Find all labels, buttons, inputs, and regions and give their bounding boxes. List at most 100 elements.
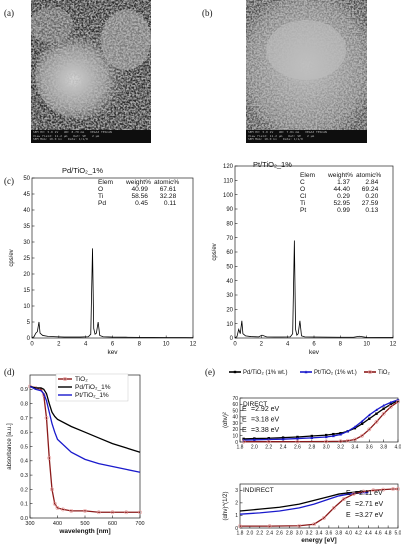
absorbance-legend-marker	[62, 376, 67, 381]
tauc_direct-y-tick-label: 50	[232, 408, 238, 414]
tauc_indirect-x-tick-label: 4.8	[385, 531, 392, 537]
eds_pt-y-tick-label: 40	[226, 279, 233, 285]
tauc_indirect-x-tick-label: 3.4	[316, 531, 323, 537]
tauc_indirect-x-tick-label: 1.8	[237, 531, 244, 537]
eds_pd-x-axis-label: kev	[107, 349, 118, 356]
tauc-legend-marker	[367, 369, 372, 374]
tauc_direct-series-line-2	[243, 401, 399, 443]
tauc_indirect-data-point	[391, 487, 395, 491]
tauc_indirect-x-tick-label: 4.0	[345, 531, 352, 537]
tauc_direct-data-point	[331, 434, 335, 438]
absorbance-y-tick-label: 0.7	[20, 416, 28, 422]
col-header-elem: Elem	[300, 172, 316, 179]
eds_pt-x-axis-label: kev	[309, 349, 320, 356]
tauc_direct-x-tick-label: 4.0	[395, 445, 401, 451]
absorbance-y-tick-label: 0.3	[20, 473, 28, 479]
absorbance-legend-label: Pt/TiO₂_1%	[75, 392, 109, 399]
eds_pd-x-tick-label: 0	[30, 342, 34, 348]
absorbance-data-point	[69, 508, 74, 513]
absorbance-data-point	[96, 510, 101, 515]
tauc_direct-data-point	[346, 429, 350, 433]
eds_pt-x-tick-label: 0	[233, 342, 237, 348]
eds_pd-y-tick-label: 35	[23, 224, 30, 230]
sem-image-a: SEM HV: 5.0 kV WD: 8.70 mm VEGA3 TESCAN Vi…	[31, 0, 151, 143]
eds_pt-x-tick-label: 8	[339, 342, 343, 348]
absorbance-data-point	[83, 508, 87, 513]
table-row: Pd 0.45 0.11	[98, 200, 177, 207]
absorbance-data-point	[55, 506, 60, 510]
tauc_indirect-data-point	[396, 487, 400, 491]
tauc_indirect-x-tick-label: 3.2	[306, 531, 313, 537]
absorbance-y-tick-label: 0.8	[20, 402, 28, 408]
tauc_indirect-data-point	[312, 522, 316, 527]
eds_pt-axes-frame	[234, 165, 394, 339]
eds_pt-y-tick-label: 90	[226, 207, 233, 213]
direct-bandgap-0-symbol: E	[242, 406, 247, 413]
eds-pt-title: Pt/TiO₂_1%	[253, 160, 292, 169]
tauc-legend-marker	[304, 370, 308, 374]
indirect-bandgap-0-symbol: E	[346, 490, 351, 497]
tauc_indirect-data-point	[267, 524, 272, 529]
tauc_direct-data-point	[296, 435, 299, 439]
direct-bandgap-2-value: =3.38 eV	[251, 427, 280, 434]
tauc_direct-x-tick-label: 3.2	[337, 445, 344, 451]
tauc_direct-x-tick-label: 2.8	[308, 445, 315, 451]
indirect-bandgap-0-value: =2.11 eV	[355, 490, 383, 497]
table-row: Pt 0.99 0.13	[300, 207, 379, 214]
direct-bandgap-1-value: =3.18 eV	[251, 417, 280, 424]
eds_pd-x-tick-label: 4	[84, 342, 88, 348]
tauc_direct-data-point	[367, 427, 372, 432]
tauc_direct-x-tick-label: 3.0	[323, 445, 330, 451]
tauc_direct-data-point	[353, 426, 357, 430]
tauc_indirect-series-line-2	[240, 488, 398, 527]
col-header-weight: weight%	[126, 179, 151, 186]
eds_pd-y-tick-label: 5	[27, 320, 31, 326]
tauc_direct-data-point	[396, 399, 400, 404]
tauc_direct-x-tick-label: 2.6	[294, 445, 301, 451]
table-row: Ti 52.95 27.59	[300, 200, 379, 207]
tauc_indirect-y-tick-label: 2	[235, 501, 238, 507]
tauc_indirect-y-tick-label: 3	[235, 488, 238, 494]
eds_pt-series-line-0	[234, 240, 393, 339]
panel-label-d: (d)	[4, 367, 15, 377]
tauc_direct-y-tick-label: 20	[232, 427, 238, 433]
tauc_indirect-x-tick-label: 4.2	[355, 531, 362, 537]
tauc_direct-data-point	[360, 433, 364, 438]
eds_pd-y-tick-label: 15	[23, 288, 30, 294]
tauc_direct-x-tick-label: 2.4	[280, 445, 287, 451]
tauc-legend-label: TiO₂	[378, 370, 390, 376]
eds_pd-y-axis-label: cps/ev	[9, 249, 15, 266]
eds-pt-table: Elem weight% atomic% C 1.37 2.84 O 44.40 69.…	[300, 172, 384, 214]
eds_pd-axes-frame	[31, 177, 194, 339]
table-header-row: Elem weight% atomic%	[300, 172, 384, 179]
tauc_direct-data-point	[389, 400, 393, 404]
table-row: O 44.40 69.24	[300, 186, 379, 193]
sem-info-bar-b: SEM HV: 5.0 kV WD: 7.81 mm VEGA3 TESCAN Vi…	[246, 130, 367, 143]
eds_pt-y-axis-label: cps/ev	[212, 243, 218, 260]
eds_pt-y-tick-label: 0	[230, 336, 234, 342]
tauc_indirect-data-point	[238, 524, 242, 529]
eds_pd-x-tick-label: 12	[190, 342, 197, 348]
tauc_direct-data-point	[338, 439, 343, 444]
tauc_direct-data-point	[382, 407, 385, 410]
eds_pd-x-tick-label: 6	[111, 342, 115, 348]
eds_pt-y-tick-label: 80	[226, 221, 233, 227]
absorbance-x-tick-label: 400	[53, 521, 62, 527]
absorbance-data-point	[52, 501, 57, 506]
indirect-bandgap-1-symbol: E	[346, 501, 351, 508]
tauc_indirect-x-tick-label: 3.6	[325, 531, 332, 537]
tauc_indirect-y-axis-label: (αhν)^(1/2)	[223, 492, 229, 521]
absorbance-x-tick-label: 300	[25, 521, 34, 527]
indirect-bandgap-2-value: =3.27 eV	[355, 512, 384, 519]
absorbance-data-point	[61, 507, 65, 512]
eds_pd-y-tick-label: 20	[23, 272, 30, 278]
eds_pt-y-tick-label: 20	[226, 307, 233, 313]
tauc_direct-data-point	[281, 437, 285, 441]
eds_pd-y-tick-label: 10	[23, 304, 30, 310]
tauc_indirect-x-tick-label: 2.0	[246, 531, 253, 537]
tauc_indirect-data-point	[361, 489, 366, 494]
tauc_direct-data-point	[310, 436, 314, 440]
tauc_direct-y-tick-label: 60	[232, 402, 238, 408]
eds_pd-x-tick-label: 10	[163, 342, 170, 348]
tauc_indirect-data-point	[341, 497, 346, 501]
